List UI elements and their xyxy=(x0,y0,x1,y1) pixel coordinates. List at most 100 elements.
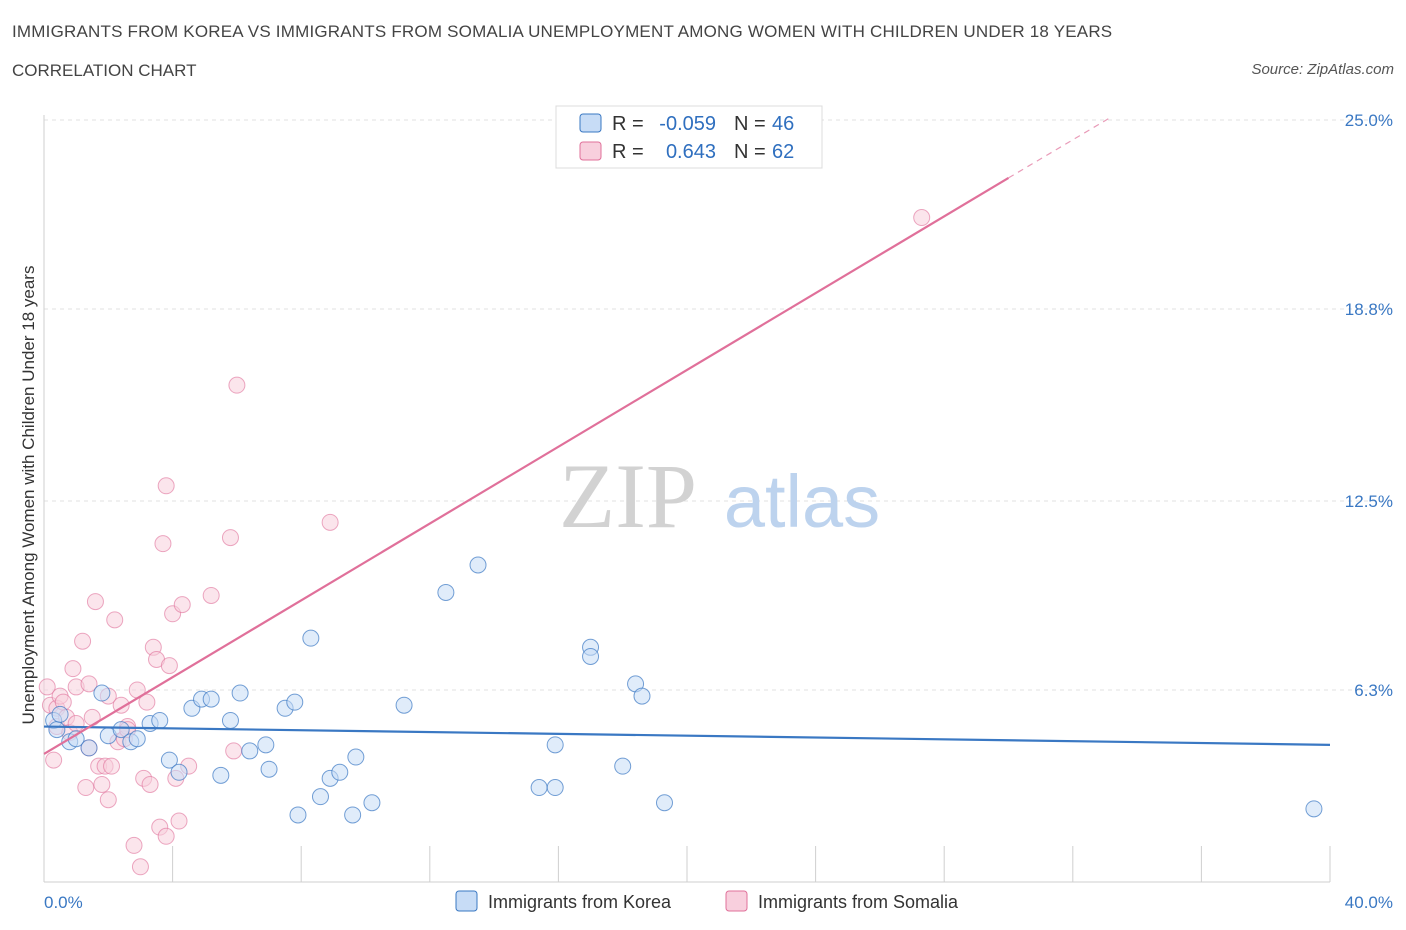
korea-point xyxy=(363,794,381,812)
legend-korea-r-value: -0.059 xyxy=(659,113,716,135)
korea-point xyxy=(128,730,146,748)
bottom-legend-somalia-label: Immigrants from Somalia xyxy=(758,892,959,912)
somalia-point xyxy=(67,715,85,733)
trend-lines xyxy=(43,116,1331,755)
somalia-point xyxy=(38,678,56,696)
korea-point xyxy=(311,788,329,806)
somalia-point xyxy=(74,632,92,650)
somalia-point xyxy=(154,535,172,553)
korea-point xyxy=(93,684,111,702)
source-label: Source: ZipAtlas.com xyxy=(1251,61,1394,78)
korea-point xyxy=(614,757,632,775)
korea-point xyxy=(546,779,564,797)
somalia-point xyxy=(138,693,156,711)
korea-point xyxy=(633,687,651,705)
x-tick-label-max: 40.0% xyxy=(1345,893,1393,912)
somalia-trend-extension xyxy=(1008,116,1112,179)
legend-somalia-n-label: N = xyxy=(734,141,766,163)
somalia-point xyxy=(321,513,339,531)
korea-point xyxy=(112,721,130,739)
somalia-point xyxy=(173,596,191,614)
somalia-point xyxy=(202,586,220,604)
somalia-point xyxy=(45,751,63,769)
korea-point xyxy=(347,748,365,766)
grid xyxy=(44,119,1395,882)
bottom-legend-korea-swatch xyxy=(455,890,478,912)
somalia-point xyxy=(125,836,143,854)
korea-point xyxy=(260,760,278,778)
korea-point xyxy=(48,721,66,739)
korea-point xyxy=(546,736,564,754)
korea-point xyxy=(241,742,259,760)
chart-subtitle: CORRELATION CHART xyxy=(12,61,197,80)
legend-korea-swatch xyxy=(579,113,602,133)
somalia-point xyxy=(170,812,188,830)
somalia-point xyxy=(86,593,104,611)
somalia-point xyxy=(103,757,121,775)
korea-point xyxy=(302,629,320,647)
korea-point xyxy=(437,583,455,601)
korea-point xyxy=(530,779,548,797)
somalia-point xyxy=(99,791,117,809)
bottom-legend-korea-label: Immigrants from Korea xyxy=(488,892,672,912)
korea-point xyxy=(655,794,673,812)
korea-point xyxy=(231,684,249,702)
bottom-legend-somalia-swatch xyxy=(725,890,748,912)
legend-korea-n-value: 46 xyxy=(772,113,794,135)
korea-point xyxy=(469,556,487,574)
korea-point xyxy=(80,739,98,757)
korea-point xyxy=(257,736,275,754)
korea-trend-line xyxy=(43,725,1331,746)
somalia-point xyxy=(77,779,95,797)
watermark-zip: ZIP xyxy=(559,445,697,547)
korea-point xyxy=(582,647,600,665)
korea-point xyxy=(160,751,178,769)
legend-somalia-r-label: R = xyxy=(612,141,644,163)
korea-point xyxy=(344,806,362,824)
bottom-legend: Immigrants from Korea Immigrants from So… xyxy=(455,890,959,912)
somalia-point xyxy=(157,827,175,845)
x-tick-label-min: 0.0% xyxy=(44,893,83,912)
korea-point xyxy=(170,763,188,781)
korea-point xyxy=(395,696,413,714)
korea-point xyxy=(51,705,69,723)
somalia-point xyxy=(106,611,124,629)
y-tick-label: 25.0% xyxy=(1345,111,1393,130)
watermark: ZIP atlas xyxy=(559,445,880,547)
legend-somalia-n-value: 62 xyxy=(772,141,794,163)
y-tick-label: 12.5% xyxy=(1345,492,1393,511)
watermark-atlas: atlas xyxy=(724,460,880,543)
korea-point xyxy=(221,711,239,729)
legend-somalia-swatch xyxy=(579,141,602,161)
korea-point xyxy=(289,806,307,824)
korea-point xyxy=(331,763,349,781)
somalia-trend-line xyxy=(43,176,1010,755)
y-tick-label: 6.3% xyxy=(1354,681,1393,700)
korea-points xyxy=(45,556,1323,824)
y-axis-title: Unemployment Among Women with Children U… xyxy=(19,266,38,725)
korea-point xyxy=(151,711,169,729)
korea-point xyxy=(286,693,304,711)
somalia-point xyxy=(80,675,98,693)
chart-title: IMMIGRANTS FROM KOREA VS IMMIGRANTS FROM… xyxy=(12,22,1113,41)
legend-somalia-r-value: 0.643 xyxy=(666,141,716,163)
y-tick-label: 18.8% xyxy=(1345,300,1393,319)
somalia-point xyxy=(221,529,239,547)
legend-korea-r-label: R = xyxy=(612,113,644,135)
korea-point xyxy=(1305,800,1323,818)
somalia-point xyxy=(160,657,178,675)
somalia-point xyxy=(228,376,246,394)
somalia-point xyxy=(157,477,175,495)
axes xyxy=(43,115,1330,883)
legend-korea-n-label: N = xyxy=(734,113,766,135)
somalia-point xyxy=(131,858,149,876)
somalia-point xyxy=(64,660,82,678)
legend-box: R = -0.059 N = 46 R = 0.643 N = 62 xyxy=(555,105,823,169)
somalia-point xyxy=(225,742,243,760)
korea-point xyxy=(212,766,230,784)
somalia-point xyxy=(93,775,111,793)
korea-point xyxy=(202,690,220,708)
somalia-point xyxy=(913,209,931,227)
y-tick-labels: 6.3% 12.5% 18.8% 25.0% xyxy=(1345,111,1393,700)
